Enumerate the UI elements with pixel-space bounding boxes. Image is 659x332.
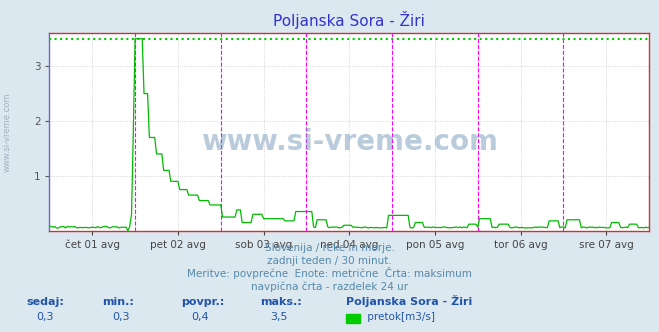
- Text: Slovenija / reke in morje.: Slovenija / reke in morje.: [264, 243, 395, 253]
- Text: www.si-vreme.com: www.si-vreme.com: [3, 92, 12, 172]
- Text: 0,4: 0,4: [191, 312, 209, 322]
- Text: zadnji teden / 30 minut.: zadnji teden / 30 minut.: [267, 256, 392, 266]
- Title: Poljanska Sora - Žiri: Poljanska Sora - Žiri: [273, 11, 425, 29]
- Text: 3,5: 3,5: [270, 312, 288, 322]
- Text: navpična črta - razdelek 24 ur: navpična črta - razdelek 24 ur: [251, 281, 408, 291]
- Text: maks.:: maks.:: [260, 297, 302, 307]
- Text: povpr.:: povpr.:: [181, 297, 225, 307]
- Text: Meritve: povprečne  Enote: metrične  Črta: maksimum: Meritve: povprečne Enote: metrične Črta:…: [187, 267, 472, 279]
- Text: 0,3: 0,3: [36, 312, 54, 322]
- Text: Poljanska Sora - Žiri: Poljanska Sora - Žiri: [346, 295, 473, 307]
- Text: pretok[m3/s]: pretok[m3/s]: [364, 312, 435, 322]
- Text: min.:: min.:: [102, 297, 134, 307]
- Text: sedaj:: sedaj:: [26, 297, 64, 307]
- Text: 0,3: 0,3: [112, 312, 130, 322]
- Text: www.si-vreme.com: www.si-vreme.com: [201, 128, 498, 156]
